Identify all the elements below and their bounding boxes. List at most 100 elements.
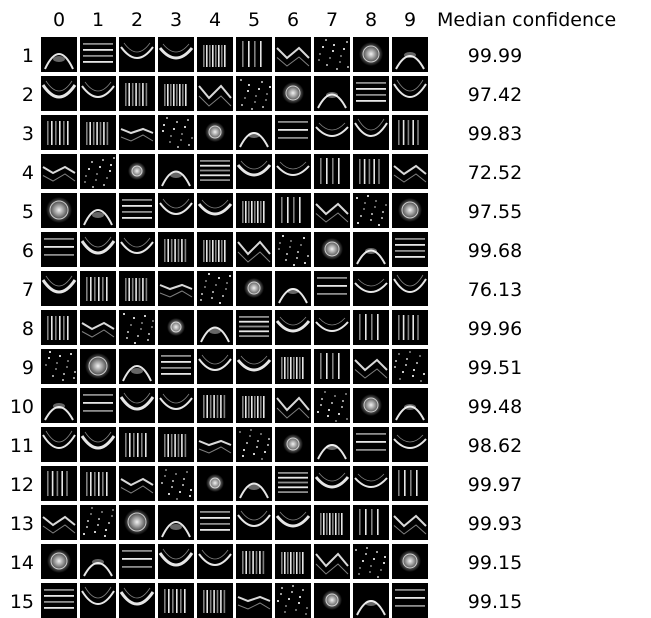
pattern-image-tile [392,583,428,618]
pattern-image-tile [119,349,155,384]
pattern-image-tile [158,310,194,345]
pattern-image-tile [80,310,116,345]
pattern-image-tile [314,310,350,345]
pattern-image-tile [236,427,272,462]
pattern-image-tile [119,466,155,501]
row-label: 14 [9,552,34,574]
pattern-image-tile [41,115,77,150]
pattern-image-tile [197,427,233,462]
pattern-image-tile [236,544,272,579]
pattern-image-tile [158,271,194,306]
pattern-image-tile [353,349,389,384]
row-label: 7 [21,279,34,301]
pattern-image-tile [197,232,233,267]
row-label: 11 [9,435,34,457]
pattern-image-tile [80,427,116,462]
pattern-image-tile [275,583,311,618]
pattern-image-tile [353,115,389,150]
pattern-image-tile [158,232,194,267]
pattern-image-tile [119,505,155,540]
pattern-image-tile [275,505,311,540]
pattern-image-tile [353,154,389,189]
pattern-image-tile [197,76,233,111]
pattern-image-tile [392,115,428,150]
pattern-image-tile [119,427,155,462]
column-header-9: 9 [403,9,417,31]
pattern-image-tile [41,271,77,306]
confidence-value: 99.93 [467,513,523,535]
pattern-image-tile [236,310,272,345]
pattern-image-tile [275,271,311,306]
pattern-image-tile [197,154,233,189]
pattern-image-tile [392,349,428,384]
pattern-image-tile [41,232,77,267]
pattern-image-tile [314,193,350,228]
pattern-image-tile [80,271,116,306]
pattern-image-tile [41,349,77,384]
pattern-image-tile [314,232,350,267]
pattern-image-tile [236,271,272,306]
pattern-image-tile [80,232,116,267]
pattern-image-tile [353,388,389,423]
pattern-image-tile [41,505,77,540]
pattern-image-tile [158,544,194,579]
pattern-image-tile [119,76,155,111]
pattern-image-tile [314,115,350,150]
pattern-image-tile [314,427,350,462]
row-label: 12 [9,474,34,496]
pattern-image-tile [353,310,389,345]
pattern-image-tile [197,583,233,618]
pattern-image-tile [314,37,350,72]
pattern-image-tile [314,388,350,423]
pattern-image-tile [41,37,77,72]
pattern-image-tile [236,349,272,384]
pattern-image-tile [236,505,272,540]
row-label: 8 [21,318,34,340]
pattern-image-tile [80,466,116,501]
pattern-image-tile [392,76,428,111]
pattern-image-tile [158,427,194,462]
pattern-image-tile [80,193,116,228]
confidence-value: 99.83 [467,123,523,145]
pattern-image-tile [314,466,350,501]
pattern-image-tile [158,388,194,423]
pattern-image-tile [41,544,77,579]
pattern-image-tile [275,427,311,462]
confidence-value: 99.97 [467,474,523,496]
row-label: 9 [21,357,34,379]
confidence-value: 99.68 [467,240,523,262]
pattern-image-tile [275,349,311,384]
pattern-image-tile [158,76,194,111]
pattern-image-tile [119,271,155,306]
pattern-image-tile [41,583,77,618]
pattern-image-tile [275,115,311,150]
confidence-value: 99.99 [467,45,523,67]
pattern-image-tile [197,544,233,579]
pattern-image-tile [197,505,233,540]
pattern-image-tile [236,232,272,267]
pattern-image-tile [158,37,194,72]
column-header-3: 3 [169,9,183,31]
pattern-image-tile [158,466,194,501]
pattern-image-tile [236,76,272,111]
confidence-value: 76.13 [467,279,523,301]
column-header-7: 7 [325,9,339,31]
pattern-image-tile [236,193,272,228]
pattern-image-tile [392,388,428,423]
confidence-value: 97.42 [467,84,523,106]
pattern-image-tile [275,388,311,423]
pattern-image-tile [392,544,428,579]
row-label: 13 [9,513,34,535]
pattern-image-tile [119,154,155,189]
pattern-image-tile [353,466,389,501]
row-label: 1 [21,45,34,67]
confidence-value: 99.51 [467,357,523,379]
pattern-image-tile [119,310,155,345]
pattern-image-tile [80,154,116,189]
pattern-image-tile [275,232,311,267]
pattern-image-tile [197,466,233,501]
pattern-image-tile [392,37,428,72]
pattern-image-tile [158,349,194,384]
confidence-value: 99.96 [467,318,523,340]
pattern-image-tile [197,388,233,423]
